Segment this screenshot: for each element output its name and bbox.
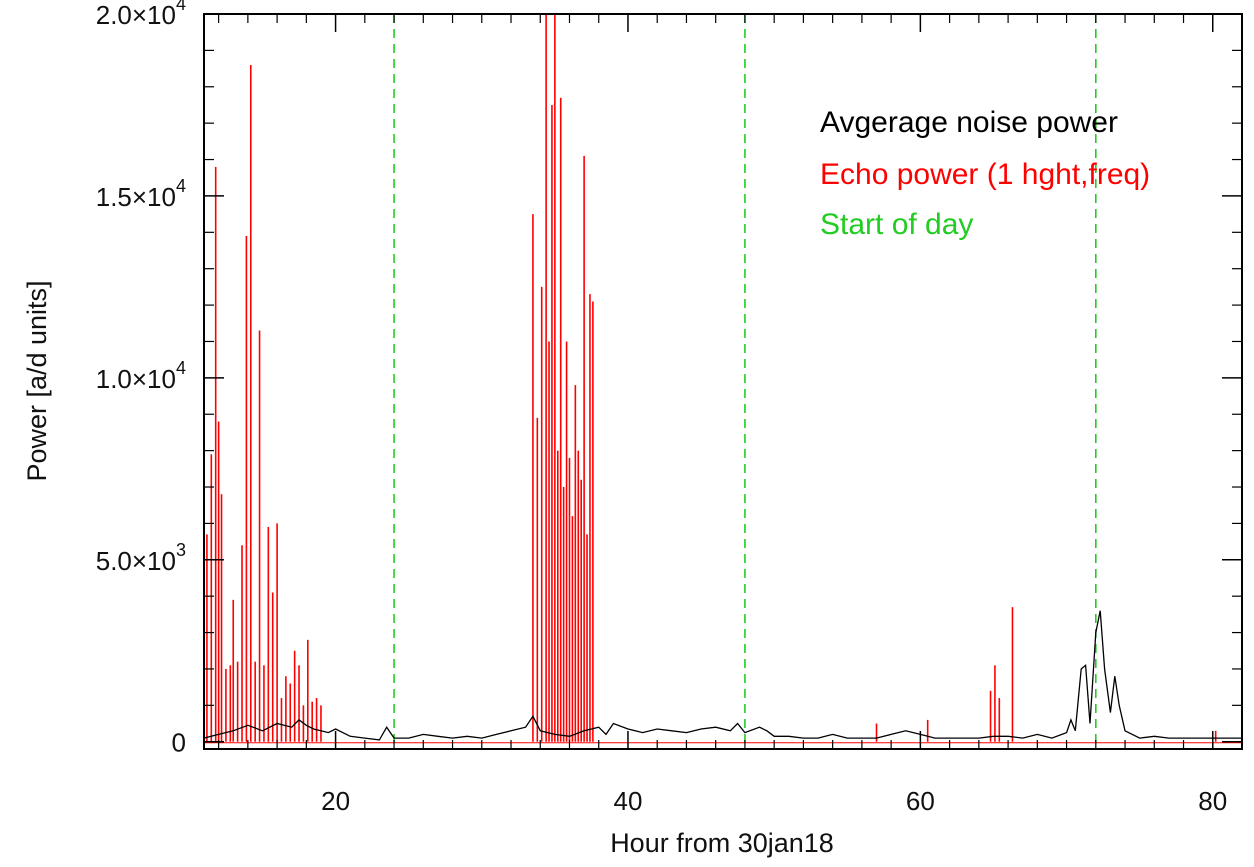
x-axis: 20 40 60 80 — [218, 14, 1243, 816]
legend: Avgerage noise power Echo power (1 hght,… — [820, 106, 1150, 241]
x-tick-label: 40 — [614, 786, 643, 816]
y-tick-label: 1.5×104 — [96, 176, 186, 212]
y-axis: 0 5.0×103 1.0×104 1.5×104 2.0×104 — [96, 0, 1242, 758]
noise-power-series — [204, 610, 1242, 741]
x-tick-label: 20 — [321, 786, 350, 816]
y-tick-label: 1.0×104 — [96, 358, 186, 394]
x-tick-label: 60 — [906, 786, 935, 816]
legend-day-label: Start of day — [820, 208, 973, 241]
x-axis-title: Hour from 30jan18 — [610, 828, 834, 858]
legend-echo-label: Echo power (1 hght,freq) — [820, 158, 1150, 191]
y-tick-label: 5.0×103 — [96, 540, 186, 576]
x-tick-label: 80 — [1198, 786, 1227, 816]
legend-noise-label: Avgerage noise power — [820, 106, 1118, 139]
y-axis-title: Power [a/d units] — [22, 280, 52, 481]
plot-frame — [203, 13, 1243, 750]
echo-power-series — [204, 14, 1242, 744]
start-of-day-lines — [393, 14, 1097, 749]
y-tick-label: 2.0×104 — [96, 0, 186, 30]
y-tick-label: 0 — [172, 728, 186, 758]
noise-power-line — [204, 610, 1242, 741]
